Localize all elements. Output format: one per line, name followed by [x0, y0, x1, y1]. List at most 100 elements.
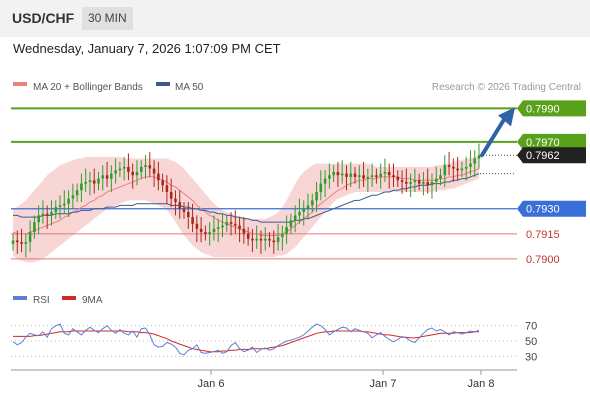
candle-body — [212, 228, 216, 233]
candle-body — [430, 182, 434, 186]
candle-body — [84, 182, 87, 184]
forecast-arrow-head — [498, 107, 515, 127]
candle-body — [50, 212, 53, 216]
rsi-tick-label: 30 — [525, 351, 537, 363]
level-label-box — [517, 100, 586, 117]
candle-body — [370, 175, 374, 177]
candle-body — [144, 165, 147, 167]
candle-body — [439, 175, 442, 179]
rsi-tick-label: 70 — [525, 321, 537, 333]
forecast-arrow-shaft — [480, 114, 508, 158]
candle-body — [28, 232, 32, 243]
header-bar: USD/CHF 30 MIN — [0, 0, 590, 37]
candle-body — [353, 173, 357, 177]
candle-body — [204, 232, 207, 234]
candle-body — [477, 155, 481, 159]
candle-body — [20, 242, 23, 244]
candle-body — [16, 240, 19, 243]
candle-body — [443, 165, 447, 176]
candle-body — [105, 175, 109, 179]
candle-body — [400, 180, 404, 182]
level-label-last: 0.7962 — [526, 150, 560, 162]
candle-body — [392, 175, 395, 177]
candle-body — [199, 228, 203, 233]
candle-body — [435, 178, 438, 182]
candle-body — [58, 205, 62, 208]
x-tick-label: Jan 6 — [198, 378, 225, 390]
candle-body — [413, 180, 417, 182]
candle-body — [417, 180, 421, 184]
candle-body — [379, 173, 382, 177]
candle-body — [328, 175, 331, 179]
ma20-line — [12, 168, 480, 236]
candle-body — [349, 173, 353, 177]
candle-body — [469, 163, 472, 167]
candle-body — [298, 212, 301, 216]
candle-body — [45, 213, 49, 216]
timeframe-button[interactable]: 30 MIN — [82, 7, 133, 30]
candle-body — [340, 173, 344, 176]
candle-body — [127, 166, 130, 172]
candle-body — [345, 173, 348, 177]
level-label-box — [517, 200, 586, 217]
x-axis: Jan 6 Jan 7 Jan 8 — [198, 370, 495, 390]
candle-body — [97, 178, 100, 184]
candle-body — [54, 207, 58, 213]
candle-body — [255, 238, 258, 241]
candle-body — [101, 175, 105, 179]
candle-body — [208, 232, 211, 234]
candle-body — [75, 190, 79, 196]
candle-body — [405, 182, 408, 184]
candle-body — [426, 182, 429, 186]
candle-body — [157, 173, 160, 181]
candle-body — [135, 171, 139, 176]
candle-body — [375, 175, 378, 177]
candle-body — [110, 173, 113, 179]
level-label-pivot: 0.7930 — [526, 204, 560, 216]
candle-body — [24, 242, 28, 244]
level-label-box — [517, 133, 586, 150]
candle-body — [225, 222, 229, 226]
candle-body — [63, 203, 66, 206]
moving-averages — [12, 168, 480, 236]
candle-body — [195, 223, 199, 229]
candle-body — [238, 225, 241, 229]
candle-body — [456, 168, 459, 171]
candle-body — [80, 183, 83, 191]
candle-body — [41, 213, 45, 216]
rsi-ma-legend-swatch — [62, 296, 76, 300]
candle-body — [264, 238, 267, 241]
candle-body — [289, 220, 293, 228]
forecast-arrow — [480, 107, 515, 158]
candle-body — [447, 165, 451, 167]
candle-body — [161, 180, 164, 186]
level-label-resistance: 0.7990 — [526, 103, 560, 115]
bollinger-bands — [13, 156, 479, 263]
candle-body — [169, 192, 173, 199]
candle-body — [306, 205, 310, 209]
candle-body — [152, 168, 156, 174]
x-tick-label: Jan 7 — [370, 378, 397, 390]
candle-body — [178, 202, 182, 209]
candle-body — [311, 200, 314, 206]
bb-legend-swatch — [13, 82, 27, 86]
candle-body — [366, 176, 370, 179]
candle-body — [362, 175, 365, 179]
candle-body — [191, 217, 194, 224]
candle-body — [165, 185, 169, 192]
candle-body — [122, 166, 126, 169]
bb-legend-label: MA 20 + Bollinger Bands — [33, 82, 143, 93]
candle-body — [272, 240, 276, 243]
candle-body — [221, 225, 224, 228]
candle-body — [33, 222, 36, 233]
candle-body — [182, 208, 186, 212]
x-tick-label: Jan 8 — [468, 378, 495, 390]
candle-body — [422, 182, 425, 184]
rsi-ma-legend-label: 9MA — [82, 295, 103, 306]
candle-body — [285, 227, 288, 234]
level-label-support: 0.7900 — [526, 254, 560, 266]
candle-body — [276, 237, 280, 243]
candle-body — [336, 171, 340, 176]
